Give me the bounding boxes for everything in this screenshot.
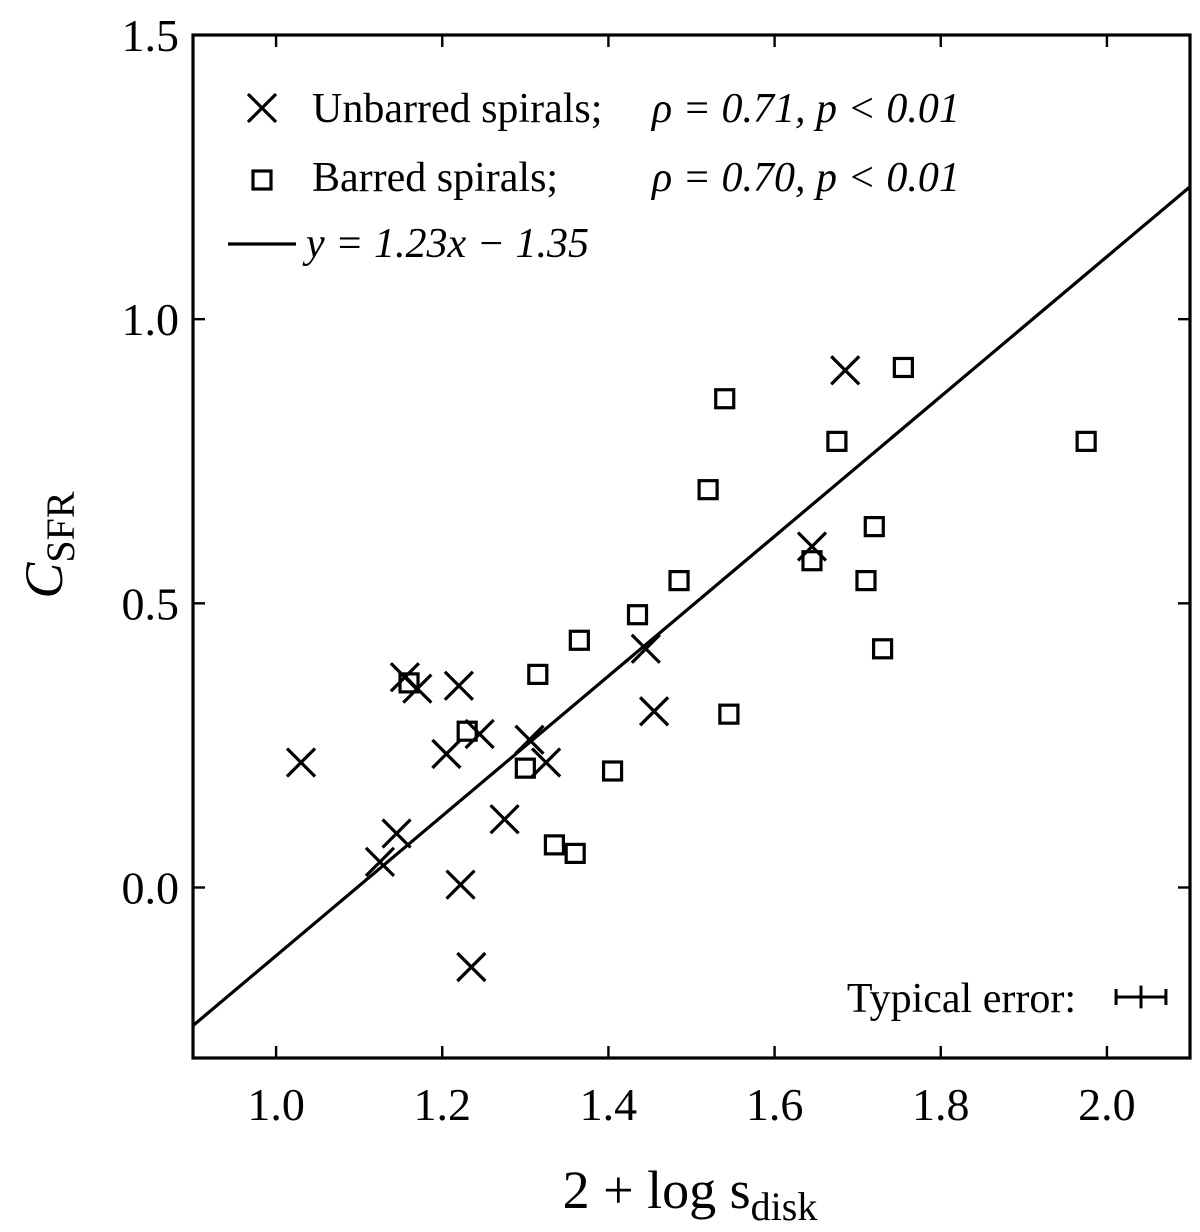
barred-point (826, 430, 848, 452)
axis-ticks (193, 33, 1190, 1058)
legend-label-unbarred: Unbarred spirals; (312, 86, 602, 132)
unbarred-point (402, 673, 433, 704)
barred-point (514, 757, 536, 779)
legend-label-fit: y = 1.23x − 1.35 (302, 221, 589, 267)
x-axis-label-sub: disk (751, 1184, 818, 1227)
unbarred-point-stroke (464, 718, 495, 750)
unbarred-point-stroke (456, 951, 487, 983)
y-tick-label: 1.0 (122, 294, 180, 345)
barred-point (697, 479, 719, 501)
barred-point (527, 663, 549, 685)
y-tick-label: 1.5 (122, 10, 180, 61)
legend-stat-barred: ρ = 0.70, p < 0.01 (650, 155, 960, 201)
unbarred-point (443, 670, 474, 701)
fit-line-group (191, 185, 1192, 1027)
unbarred-point-stroke (443, 670, 474, 701)
barred-point (568, 629, 590, 651)
typical-error-bar (1114, 985, 1168, 1009)
unbarred-point-stroke (830, 355, 861, 386)
unbarred-point-stroke (364, 846, 396, 878)
unbarred-point (364, 846, 396, 878)
unbarred-point-stroke (285, 747, 317, 778)
unbarred-point-stroke (514, 724, 545, 755)
fit-line (191, 185, 1192, 1027)
unbarred-point-stroke (431, 738, 462, 770)
unbarred-point-stroke (402, 673, 433, 704)
unbarred-point (630, 633, 661, 664)
unbarred-point (830, 355, 861, 386)
typical-error: Typical error: (847, 976, 1168, 1022)
x-axis-label-main: 2 + log s (563, 1160, 751, 1220)
unbarred-point-stroke (796, 531, 828, 562)
barred-point (668, 569, 690, 592)
barred-point (892, 356, 914, 379)
barred-point (564, 842, 586, 865)
legend: Unbarred spirals; ρ = 0.71, p < 0.01 Bar… (228, 86, 960, 267)
typical-error-label: Typical error: (847, 976, 1076, 1022)
unbarred-point (489, 804, 520, 835)
x-axis-label: 2 + log sdisk (563, 1160, 818, 1227)
unbarred-point (796, 531, 828, 562)
plot-frame (191, 33, 1192, 1060)
barred-point (626, 604, 649, 626)
unbarred-point-stroke (638, 696, 670, 727)
y-axis-label: CSFR (14, 491, 83, 599)
unbarred-point (456, 951, 487, 983)
unbarred-point-stroke (630, 633, 661, 664)
x-tick-label: 1.2 (414, 1079, 472, 1130)
unbarred-point (445, 869, 476, 900)
y-tick-label: 0.5 (122, 578, 180, 629)
y-axis-label-main: C (14, 562, 74, 599)
unbarred-point (514, 724, 545, 755)
unbarred-point-stroke (445, 869, 476, 900)
barred-point (855, 569, 877, 592)
unbarred-point (381, 818, 412, 849)
unbarred-point (530, 747, 562, 778)
y-tick-label: 0.0 (122, 863, 180, 914)
unbarred-point-stroke (381, 818, 412, 849)
barred-point (543, 834, 566, 856)
data-points (285, 355, 1097, 983)
barred-point (718, 703, 740, 725)
x-tick-label: 1.4 (580, 1079, 638, 1130)
legend-marker-unbarred (246, 92, 278, 124)
legend-stat-unbarred: ρ = 0.71, p < 0.01 (650, 86, 960, 132)
x-tick-label: 1.6 (746, 1079, 804, 1130)
x-tick-label: 1.8 (912, 1079, 970, 1130)
unbarred-point (285, 747, 317, 778)
legend-label-barred: Barred spirals; (312, 155, 558, 201)
barred-point (1075, 430, 1097, 452)
y-axis-label-sub: SFR (38, 491, 83, 562)
legend-marker-barred (251, 169, 273, 191)
unbarred-point (464, 718, 495, 750)
x-tick-label: 1.0 (247, 1079, 305, 1130)
unbarred-point (638, 696, 670, 727)
unbarred-point (431, 738, 462, 770)
barred-point (601, 760, 624, 782)
barred-point (801, 550, 823, 572)
x-tick-label: 2.0 (1078, 1079, 1136, 1130)
tick-labels: 1.0 1.2 1.4 1.6 1.8 2.0 0.0 0.5 1.0 1.5 (122, 10, 1136, 1130)
barred-point (714, 388, 736, 410)
unbarred-point-stroke (530, 747, 562, 778)
barred-point (871, 638, 894, 660)
barred-point (863, 516, 885, 538)
unbarred-point-stroke (489, 804, 520, 835)
